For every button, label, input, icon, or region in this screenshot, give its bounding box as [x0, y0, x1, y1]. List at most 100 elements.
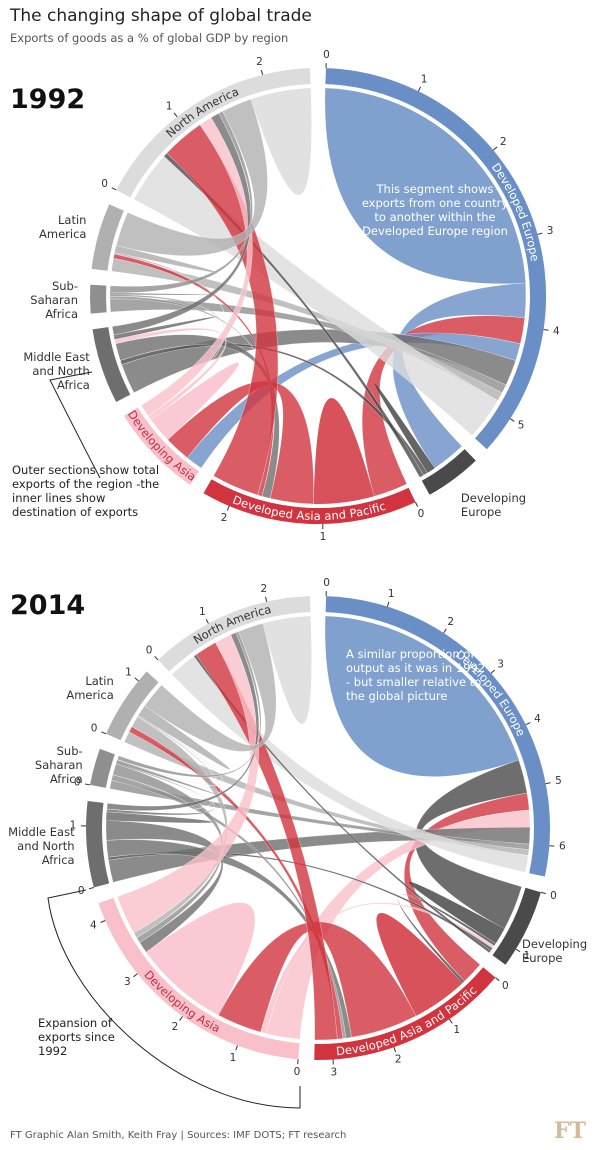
region-label: Sub-Saharan Africa [30, 279, 79, 322]
tick-label: 4 [534, 713, 541, 725]
logo: FT [554, 1118, 586, 1144]
tick-mark [179, 1016, 183, 1021]
ribbon [325, 616, 519, 777]
tick-label: 2 [172, 1021, 179, 1033]
region-arc [124, 407, 199, 485]
region-label: Developing Europe [460, 490, 527, 519]
ribbon [392, 282, 527, 469]
tick-mark [492, 146, 498, 151]
ribbon [250, 88, 312, 195]
region-label: Latin America [66, 674, 114, 703]
annotation: Expansion of exports since 1992 [38, 1016, 115, 1058]
tick-label: 5 [555, 775, 562, 787]
tick-mark [540, 891, 546, 895]
tick-mark [417, 86, 422, 92]
tick-mark [85, 783, 91, 786]
title: The changing shape of global trade [10, 6, 312, 26]
ribbon [117, 631, 262, 778]
ribbon [117, 715, 224, 786]
ribbon [113, 316, 217, 340]
year-label: 1992 [10, 84, 85, 115]
ribbon [114, 328, 227, 421]
tick-label: 2 [260, 583, 267, 595]
ribbon [116, 760, 218, 795]
tick-mark [101, 731, 107, 735]
ribbon [140, 117, 253, 417]
tick-mark [154, 655, 159, 661]
region-arc [90, 748, 115, 788]
tick-label: 1 [524, 950, 531, 962]
region-arc [90, 284, 107, 314]
source: FT Graphic Alan Smith, Keith Fray | Sour… [10, 1130, 347, 1141]
tick-mark [260, 69, 264, 75]
tick-mark [226, 505, 230, 511]
ribbon [116, 99, 268, 256]
region-arc [421, 449, 476, 495]
ribbon [325, 88, 526, 284]
tick-label: 0 [323, 577, 330, 589]
region-label: Middle East and North Africa [23, 350, 90, 393]
ribbon [117, 634, 259, 934]
tick-mark [537, 232, 543, 235]
tick-label: 1 [199, 606, 206, 618]
tick-mark [415, 501, 419, 507]
ribbon [106, 632, 259, 811]
region-arc [116, 68, 311, 198]
tick-label: 1 [421, 74, 428, 86]
tick-label: 1 [320, 531, 327, 543]
tick-mark [111, 187, 117, 191]
ribbon [313, 398, 375, 505]
tick-label: 0 [78, 885, 85, 897]
tick-mark [525, 722, 531, 726]
tick-label: 2 [256, 56, 263, 68]
region-arc [106, 671, 159, 741]
tick-mark [133, 973, 138, 978]
tick-label: 6 [559, 841, 566, 853]
tick-mark [100, 920, 106, 923]
region-arc [158, 596, 311, 672]
ribbon [195, 642, 338, 1041]
ribbon [138, 705, 230, 770]
ribbon [109, 292, 214, 295]
region-arc [98, 897, 300, 1060]
ribbon [167, 380, 314, 505]
tick-label: 1 [166, 101, 173, 113]
ribbon [409, 881, 505, 944]
tick-mark [386, 601, 390, 607]
ribbon [105, 820, 223, 953]
tick-mark [545, 782, 551, 785]
subtitle: Exports of goods as a % of global GDP by… [10, 31, 289, 45]
tick-label: 0 [418, 508, 425, 520]
tick-mark [509, 418, 515, 422]
tick-label: 3 [547, 225, 554, 237]
tick-label: 2 [395, 1054, 402, 1066]
ribbon [193, 654, 492, 954]
ribbon [262, 616, 312, 724]
ribbon [414, 759, 528, 930]
ribbon [114, 245, 217, 273]
annotation: This segment shows exports from one coun… [361, 182, 509, 238]
tick-label: 1 [70, 820, 77, 832]
tick-label: 1 [388, 588, 395, 600]
region-label: Middle East and North Africa [8, 825, 75, 868]
tick-label: 4 [553, 325, 560, 337]
ribbon [397, 894, 497, 984]
tick-label: 3 [124, 976, 131, 988]
region-arc [91, 204, 124, 271]
tick-mark [265, 596, 268, 602]
annotation: A similar proportion of output as it was… [346, 647, 486, 703]
region-arc [314, 967, 496, 1061]
tick-mark [543, 329, 549, 331]
region-arc [325, 68, 547, 450]
year-label: 2014 [10, 590, 85, 621]
tick-label: 0 [146, 644, 153, 656]
tick-mark [134, 677, 139, 682]
tick-label: 4 [90, 920, 97, 932]
tick-mark [393, 1047, 397, 1053]
ribbon [107, 851, 493, 951]
ribbon [106, 762, 215, 816]
region-arc [492, 887, 541, 965]
region-label: Developing Europe [522, 937, 588, 966]
tick-label: 1 [453, 1024, 460, 1036]
